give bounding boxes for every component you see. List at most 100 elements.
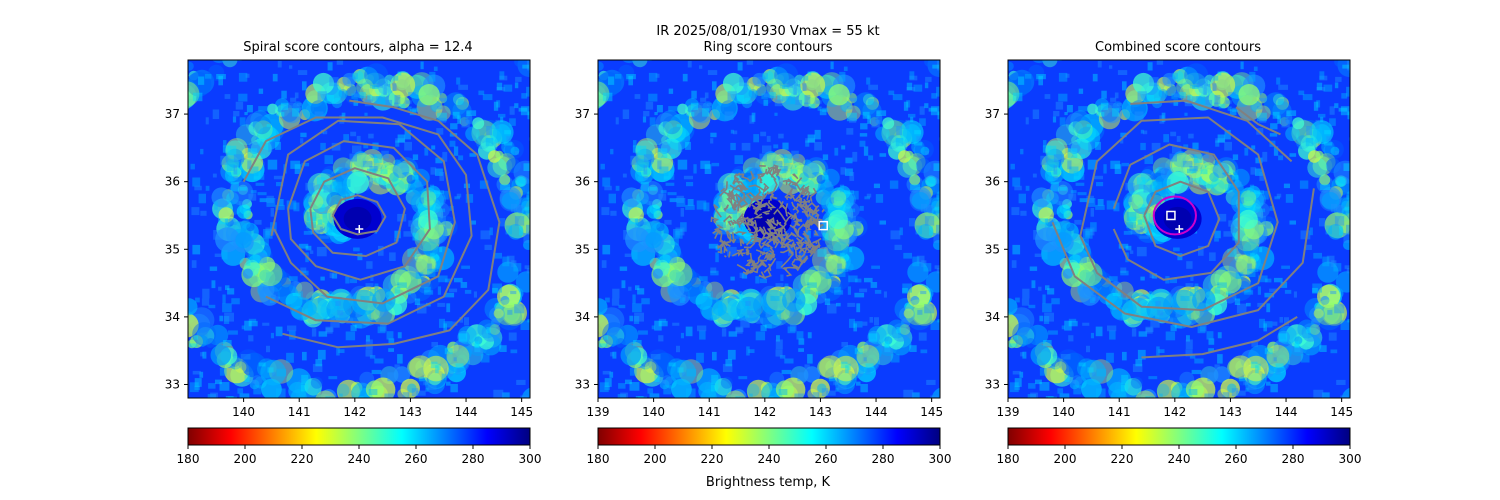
colorbar-label: Brightness temp, K — [706, 475, 831, 490]
y-tick-label: 36 — [575, 175, 590, 189]
contour-line — [750, 170, 754, 180]
y-tick-label: 35 — [575, 242, 590, 256]
contour-line — [713, 219, 717, 224]
contour-line — [793, 264, 801, 272]
contour-line — [789, 191, 801, 202]
ir-background — [598, 60, 940, 398]
contour-line — [741, 175, 756, 183]
center-square-marker — [818, 220, 828, 231]
contour-line — [817, 237, 822, 242]
contour-line — [732, 180, 741, 185]
contour-line — [734, 184, 747, 192]
contour-line — [814, 229, 819, 236]
contour-line — [733, 187, 745, 200]
contour-line — [754, 203, 767, 216]
contour-line — [725, 231, 735, 244]
y-tick-label: 33 — [575, 377, 590, 391]
colorbar-tick-label: 180 — [177, 452, 200, 466]
panel-title-spiral: Spiral score contours, alpha = 12.4 — [243, 40, 472, 55]
contour-line — [808, 244, 817, 248]
contour-line — [801, 187, 809, 198]
y-tick-label: 33 — [165, 377, 180, 391]
center-square-marker — [1166, 210, 1176, 221]
contour-line — [739, 237, 745, 247]
contour-line — [790, 240, 797, 250]
contour-line — [728, 251, 731, 258]
y-tick-label: 35 — [165, 242, 180, 256]
contour-line — [1235, 106, 1281, 136]
x-tick-label: 142 — [753, 405, 776, 419]
contour-line — [331, 194, 387, 236]
contour-line — [746, 258, 755, 274]
contour-line — [761, 232, 772, 240]
x-tick-label: 142 — [1163, 405, 1186, 419]
contour-line — [1141, 316, 1298, 359]
contour-line — [719, 240, 726, 247]
center-plus-marker — [355, 225, 364, 233]
colorbar-bar — [597, 427, 941, 446]
contour-line — [783, 214, 800, 225]
contour-line — [778, 200, 787, 211]
x-tick-label: 140 — [642, 405, 665, 419]
colorbar-tick-label: 260 — [815, 452, 838, 466]
panel-spiral: 140 141 142 143 144 145 33 34 35 36 37 — [165, 59, 533, 419]
x-tick-label: 139 — [997, 405, 1020, 419]
contour-line — [767, 178, 778, 195]
contour-line — [811, 202, 820, 210]
colorbar-bar — [187, 427, 531, 446]
contour-line — [780, 233, 792, 242]
colorbar-tick-label: 180 — [587, 452, 610, 466]
colorbar-combined: 180 200 220 240 260 280 300 — [997, 427, 1361, 466]
contour-line — [785, 178, 794, 186]
colorbar-tick-label: 280 — [1282, 452, 1305, 466]
colorbar-tick-label: 240 — [758, 452, 781, 466]
contour-line — [776, 222, 787, 231]
y-tick-label: 34 — [985, 310, 1000, 324]
contour-line — [745, 269, 758, 276]
contour-line — [755, 249, 766, 254]
contour-line — [731, 251, 742, 257]
colorbar-spiral: 180 200 220 240 260 280 300 — [177, 427, 542, 466]
colorbar-tick-label: 300 — [519, 452, 542, 466]
colorbar-tick-label: 200 — [234, 452, 257, 466]
contour-line — [764, 168, 772, 174]
contour-line — [731, 216, 749, 224]
contour-line — [767, 232, 777, 237]
contour-line — [242, 116, 473, 325]
colorbar-tick-label: 260 — [405, 452, 428, 466]
contour-line — [769, 237, 779, 245]
contour-line — [793, 223, 805, 238]
contour-line — [761, 190, 769, 199]
contour-line — [761, 210, 771, 215]
y-tick-label: 37 — [575, 107, 590, 121]
x-tick-label: 144 — [1275, 405, 1298, 419]
panel-ring: 139 140 141 142 143 144 145 33 34 35 36 37 — [575, 59, 943, 419]
contour-line — [761, 239, 770, 248]
contour-line — [732, 173, 738, 185]
contour-line — [736, 198, 749, 209]
contour-line — [716, 244, 723, 254]
contour-line — [282, 99, 501, 349]
contour-line — [780, 235, 791, 254]
contour-line — [780, 248, 789, 254]
x-tick-label: 143 — [399, 405, 422, 419]
contour-line — [753, 213, 763, 219]
contour-line — [785, 195, 792, 201]
contour-line — [786, 231, 798, 240]
contour-line — [758, 239, 765, 250]
contour-line — [792, 173, 799, 180]
contour-line — [1112, 143, 1240, 281]
contour-line — [720, 187, 726, 193]
contour-line — [748, 184, 766, 192]
contour-line — [723, 255, 727, 258]
contour-line — [811, 208, 820, 218]
y-tick-label: 37 — [165, 107, 180, 121]
y-tick-label: 34 — [165, 310, 180, 324]
colorbar-tick-label: 200 — [1054, 452, 1077, 466]
contour-line — [751, 228, 758, 243]
contour-line — [287, 140, 431, 281]
y-tick-label: 36 — [985, 175, 1000, 189]
contour-line — [796, 198, 807, 204]
ir-background — [188, 60, 530, 398]
